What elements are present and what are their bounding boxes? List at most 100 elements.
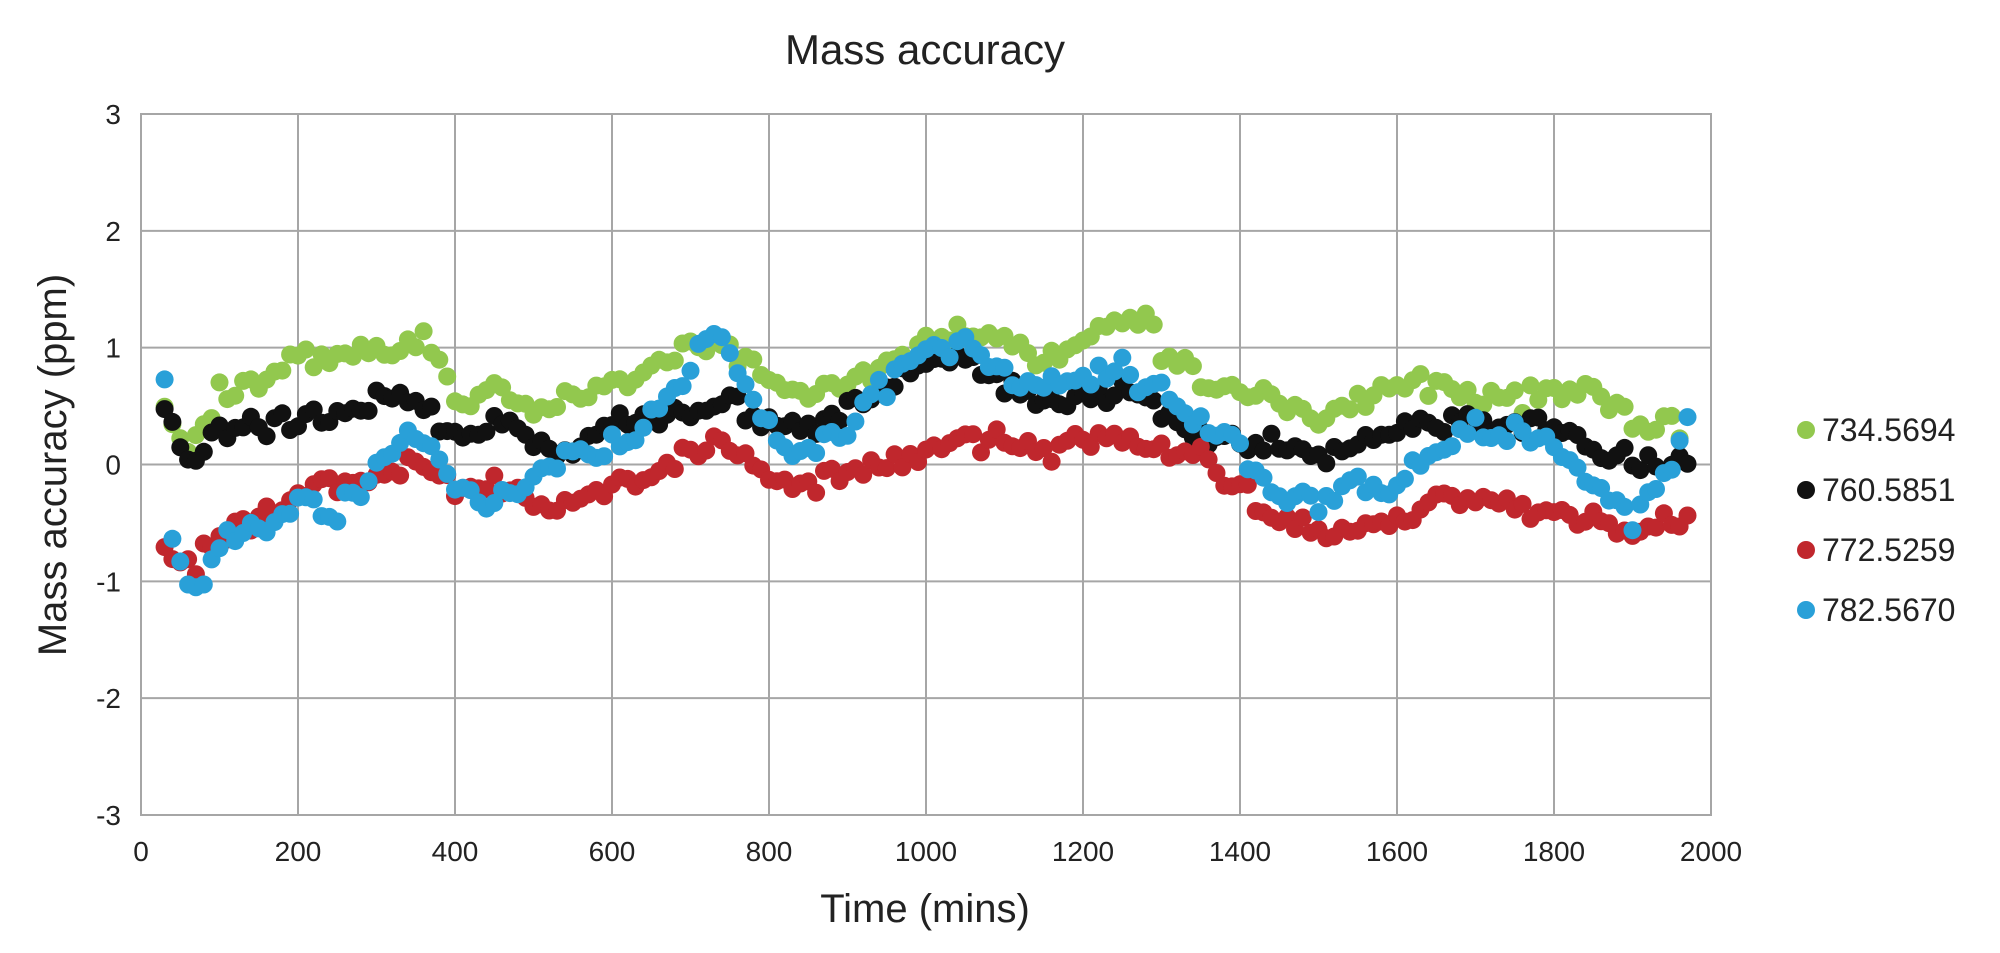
x-tick-label: 1600 (1366, 836, 1428, 867)
data-point-782-5670 (673, 377, 692, 396)
x-axis-label: Time (mins) (820, 887, 1030, 931)
data-point-782-5670 (1121, 365, 1140, 384)
data-point-734-5694 (1521, 376, 1540, 395)
x-tick-label: 800 (746, 836, 793, 867)
data-point-782-5670 (1670, 431, 1689, 450)
x-tick-label: 1200 (1052, 836, 1114, 867)
data-point-772-5259 (320, 469, 339, 488)
data-point-782-5670 (744, 390, 763, 409)
data-point-760-5851 (257, 427, 276, 446)
data-point-760-5851 (1678, 454, 1697, 473)
data-point-782-5670 (1152, 373, 1171, 392)
data-point-782-5670 (1325, 491, 1344, 510)
data-point-734-5694 (1144, 315, 1163, 334)
data-point-734-5694 (304, 358, 323, 377)
x-tick-label: 2000 (1680, 836, 1742, 867)
data-point-782-5670 (1191, 407, 1210, 426)
data-point-782-5670 (328, 512, 347, 531)
data-point-772-5259 (697, 441, 716, 460)
data-point-760-5851 (1105, 386, 1124, 405)
data-point-782-5670 (807, 444, 826, 462)
data-point-782-5670 (351, 488, 370, 507)
data-point-782-5670 (1089, 356, 1108, 375)
data-point-782-5670 (1395, 469, 1414, 488)
data-point-782-5670 (838, 426, 857, 445)
x-tick-label: 0 (133, 836, 149, 867)
data-point-772-5259 (1034, 439, 1053, 457)
data-point-734-5694 (1615, 397, 1634, 416)
data-point-782-5670 (1309, 503, 1328, 522)
data-point-782-5670 (1348, 467, 1367, 486)
data-point-782-5670 (548, 459, 566, 478)
legend-marker-734-5694 (1797, 421, 1815, 439)
data-point-734-5694 (548, 398, 566, 416)
y-tick-label: -1 (96, 566, 121, 597)
data-point-760-5851 (1144, 391, 1163, 410)
y-tick-label: -3 (96, 800, 121, 831)
data-point-772-5259 (665, 460, 684, 478)
data-point-782-5670 (485, 494, 504, 512)
data-point-782-5670 (210, 539, 229, 558)
data-point-772-5259 (1678, 506, 1697, 525)
x-tick-label: 400 (432, 836, 479, 867)
data-point-760-5851 (477, 422, 496, 441)
data-point-782-5670 (1113, 348, 1132, 367)
data-point-760-5851 (1631, 461, 1650, 480)
legend-item-734-5694: 734.5694 (1797, 412, 1955, 448)
data-point-734-5694 (1458, 380, 1477, 399)
plot-area-border (140, 113, 1712, 816)
data-point-782-5670 (1466, 408, 1485, 427)
data-point-734-5694 (1411, 365, 1430, 384)
data-point-760-5851 (1435, 423, 1454, 441)
data-point-782-5670 (634, 418, 653, 437)
y-tick-label: 1 (105, 333, 121, 364)
data-point-782-5670 (720, 344, 739, 363)
data-point-760-5851 (1254, 441, 1273, 460)
data-points (155, 304, 1697, 597)
data-point-734-5694 (226, 386, 245, 405)
y-axis-label: Mass accuracy (ppm) (31, 274, 75, 656)
legend-item-782-5670: 782.5670 (1797, 592, 1955, 628)
data-point-772-5259 (1199, 450, 1218, 469)
data-point-782-5670 (681, 361, 700, 380)
data-point-772-5259 (854, 465, 873, 484)
data-point-734-5694 (414, 322, 433, 341)
data-point-734-5694 (1647, 420, 1665, 439)
data-point-772-5259 (1081, 437, 1100, 456)
x-tick-label: 200 (275, 836, 322, 867)
data-point-760-5851 (1317, 454, 1336, 473)
data-point-734-5694 (1474, 395, 1493, 414)
data-point-782-5670 (422, 437, 441, 456)
data-point-734-5694 (406, 338, 425, 357)
legend: 734.5694 760.5851 772.5259 782.5670 (1797, 412, 1955, 628)
legend-item-760-5851: 760.5851 (1797, 472, 1955, 508)
data-point-772-5259 (391, 466, 410, 485)
data-point-734-5694 (1419, 386, 1438, 405)
data-point-782-5670 (995, 358, 1014, 377)
legend-label-734-5694: 734.5694 (1822, 412, 1955, 448)
legend-item-772-5259: 772.5259 (1797, 532, 1955, 568)
y-tick-label: 2 (105, 216, 121, 247)
y-tick-label: 3 (105, 99, 121, 130)
data-point-734-5694 (273, 361, 292, 380)
data-point-734-5694 (1505, 381, 1524, 400)
data-point-772-5259 (1647, 518, 1665, 537)
data-point-734-5694 (1183, 357, 1202, 376)
data-point-782-5670 (712, 328, 731, 347)
data-point-782-5670 (304, 490, 323, 509)
data-point-782-5670 (869, 370, 888, 389)
data-point-760-5851 (359, 401, 378, 420)
data-point-760-5851 (304, 400, 323, 419)
data-point-772-5259 (1238, 475, 1257, 494)
legend-marker-760-5851 (1797, 481, 1815, 499)
data-point-772-5259 (877, 459, 896, 478)
data-point-782-5670 (1623, 521, 1642, 540)
y-tick-label: 0 (105, 450, 121, 481)
data-point-772-5259 (485, 466, 504, 485)
data-point-782-5670 (1254, 468, 1273, 487)
x-tick-label: 1000 (895, 836, 957, 867)
y-tick-label: -2 (96, 683, 121, 714)
data-point-782-5670 (595, 447, 614, 466)
